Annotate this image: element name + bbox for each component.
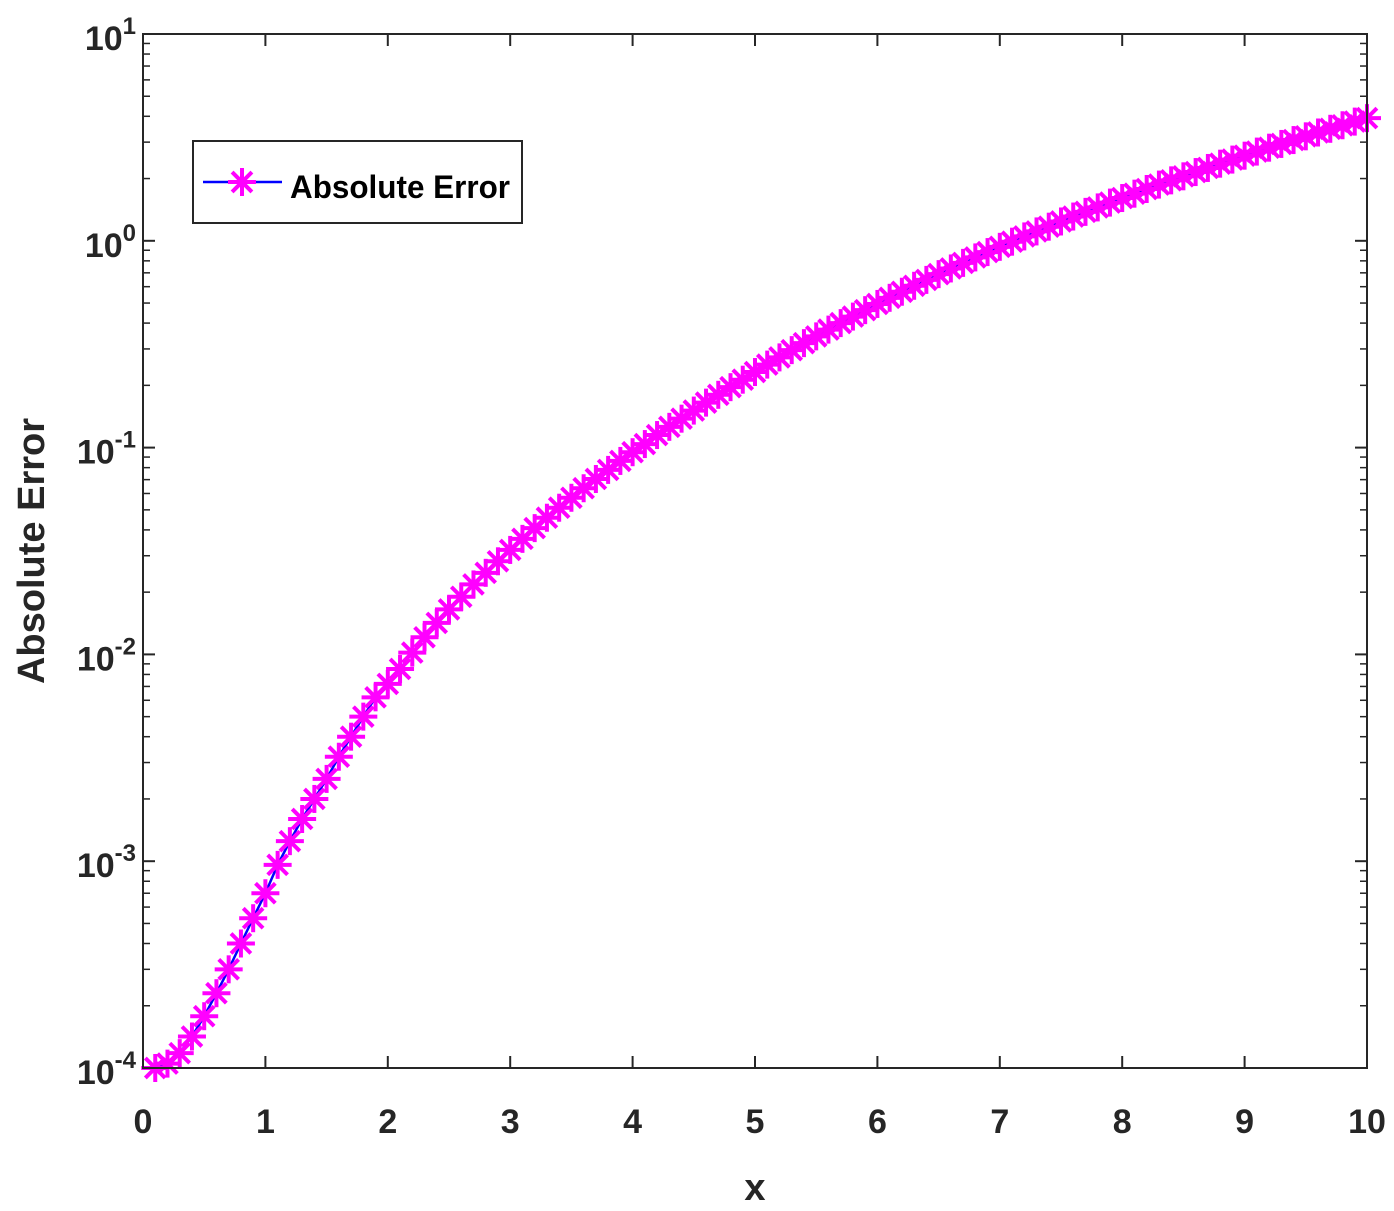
data-point xyxy=(912,265,941,294)
data-point xyxy=(300,784,329,813)
y-tick-label: 101 xyxy=(85,13,136,58)
data-point xyxy=(1206,149,1235,178)
data-point xyxy=(361,683,390,712)
data-point xyxy=(263,850,292,879)
data-point xyxy=(802,322,831,351)
data-point xyxy=(1108,184,1137,213)
data-point xyxy=(324,742,353,771)
y-tick-label: 10-3 xyxy=(77,840,136,885)
legend-marker-asterisk-icon xyxy=(228,168,256,196)
data-point xyxy=(288,804,317,833)
x-tick-label: 1 xyxy=(256,1103,275,1141)
data-point xyxy=(202,979,231,1008)
y-tick-label: 10-2 xyxy=(77,633,136,678)
data-point xyxy=(349,702,378,731)
data-point xyxy=(1230,141,1259,170)
legend-entry-label: Absolute Error xyxy=(290,169,510,205)
x-axis-label: x xyxy=(744,1167,765,1209)
data-point xyxy=(1193,153,1222,182)
plot-frame xyxy=(142,33,1368,1069)
data-point xyxy=(728,365,757,394)
data-point xyxy=(581,464,610,493)
y-tick-label: 10-1 xyxy=(77,427,136,472)
x-tick-label: 3 xyxy=(501,1103,520,1141)
x-tick-label: 10 xyxy=(1348,1103,1386,1141)
legend-asterisk xyxy=(228,168,256,196)
data-point xyxy=(1181,158,1210,187)
x-tick-labels: 0 1 2 3 4 5 6 7 8 9 10 xyxy=(134,1103,1386,1141)
data-point xyxy=(312,764,341,793)
x-tick-label: 7 xyxy=(990,1103,1009,1141)
x-tick-label: 0 xyxy=(134,1103,153,1141)
y-tick-label: 100 xyxy=(85,220,136,265)
data-point xyxy=(398,638,427,667)
x-tick-label: 6 xyxy=(868,1103,887,1141)
data-point xyxy=(275,827,304,856)
data-point xyxy=(177,1022,206,1051)
data-point xyxy=(214,955,243,984)
x-tick-label: 9 xyxy=(1235,1103,1254,1141)
data-point xyxy=(226,929,255,958)
x-tick-label: 5 xyxy=(746,1103,765,1141)
data-point xyxy=(337,722,366,751)
data-point xyxy=(239,904,268,933)
y-tick-labels: 10-4 10-3 10-2 10-1 100 101 xyxy=(77,13,137,1092)
data-point xyxy=(165,1039,194,1068)
data-point xyxy=(483,547,512,576)
legend[interactable]: Absolute Error xyxy=(192,140,523,224)
x-tick-label: 4 xyxy=(623,1103,642,1141)
y-axis-label: Absolute Error xyxy=(11,418,53,684)
data-point xyxy=(373,669,402,698)
series-layer xyxy=(141,104,1381,1082)
data-point xyxy=(251,879,280,908)
x-tick-label: 8 xyxy=(1113,1103,1132,1141)
y-tick-label: 10-4 xyxy=(77,1047,137,1092)
data-point xyxy=(386,654,415,683)
data-point xyxy=(190,1002,219,1031)
x-tick-label: 2 xyxy=(378,1103,397,1141)
data-point xyxy=(471,558,500,587)
data-point xyxy=(863,289,892,318)
axis-ticks xyxy=(142,33,1368,1069)
